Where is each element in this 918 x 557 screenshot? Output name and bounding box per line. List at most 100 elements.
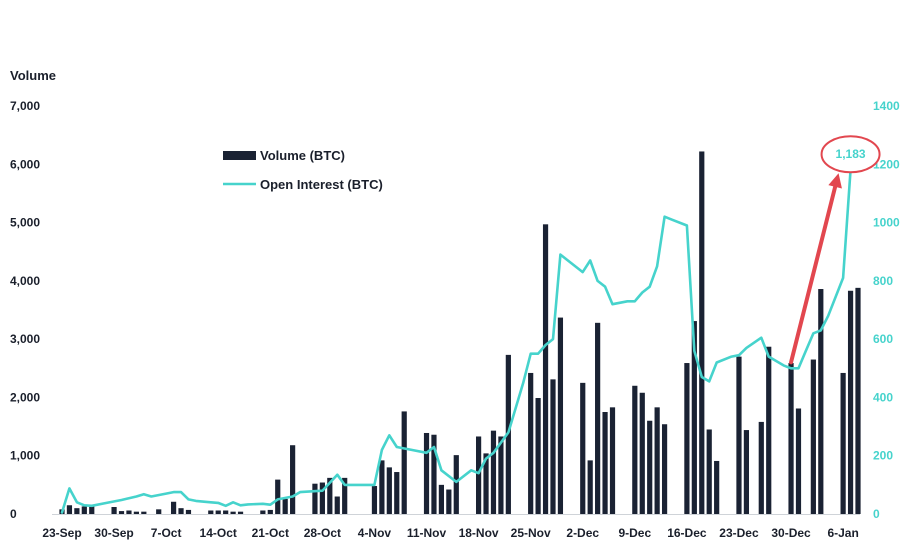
volume-bar xyxy=(319,482,325,514)
legend-volume-label: Volume (BTC) xyxy=(260,148,345,163)
volume-bar xyxy=(282,498,288,514)
volume-bar xyxy=(587,460,593,514)
right-tick-label: 600 xyxy=(873,332,893,346)
x-tick-label: 28-Oct xyxy=(304,526,341,540)
volume-bar xyxy=(133,511,139,514)
volume-bar xyxy=(475,436,482,514)
volume-bar xyxy=(535,398,541,514)
volume-bar xyxy=(267,509,273,514)
x-tick-label: 2-Dec xyxy=(566,526,599,540)
volume-bar xyxy=(691,321,697,514)
left-tick-label: 4,000 xyxy=(10,274,40,288)
volume-bar xyxy=(111,507,117,514)
volume-bar xyxy=(661,424,668,514)
x-tick-label: 14-Oct xyxy=(200,526,237,540)
x-tick-label: 21-Oct xyxy=(252,526,289,540)
left-tick-label: 3,000 xyxy=(10,332,40,346)
volume-bar xyxy=(580,382,586,514)
left-tick-label: 2,000 xyxy=(10,390,40,404)
volume-bar xyxy=(639,392,645,514)
volume-bar xyxy=(156,509,162,514)
volume-bar xyxy=(237,511,244,514)
x-tick-label: 7-Oct xyxy=(151,526,182,540)
left-axis-title: Volume xyxy=(10,68,56,83)
volume-bar xyxy=(542,224,549,514)
volume-bar xyxy=(126,510,132,514)
volume-bar xyxy=(795,408,802,514)
volume-bar xyxy=(185,509,192,514)
volume-bar xyxy=(342,477,348,514)
x-tick-label: 6-Jan xyxy=(827,526,858,540)
volume-bar xyxy=(847,290,854,514)
left-tick-label: 6,000 xyxy=(10,157,40,171)
volume-bar xyxy=(66,505,73,514)
volume-bar xyxy=(81,506,87,514)
x-axis-ticks: 23-Sep 30-Sep 7-Oct 14-Oct 21-Oct 28-Oct 4-Nov… xyxy=(42,526,858,540)
volume-bar xyxy=(423,432,430,514)
trend-arrow xyxy=(789,184,838,365)
left-tick-label: 7,000 xyxy=(10,99,40,113)
volume-bar xyxy=(453,455,459,514)
volume-bar xyxy=(758,421,764,514)
right-tick-label: 200 xyxy=(873,449,893,463)
x-tick-label: 11-Nov xyxy=(407,526,447,540)
volume-bar xyxy=(595,322,601,514)
left-tick-label: 1,000 xyxy=(10,449,40,463)
volume-bar xyxy=(74,508,80,514)
volume-bar xyxy=(371,486,378,514)
left-axis-ticks: 0 1,000 2,000 3,000 4,000 5,000 6,000 7,000 xyxy=(10,99,40,521)
volume-bar xyxy=(706,429,712,514)
volume-bar xyxy=(386,467,392,514)
volume-bar xyxy=(684,363,690,514)
right-tick-label: 1000 xyxy=(873,216,900,230)
volume-bar xyxy=(483,453,489,514)
volume-bar xyxy=(810,359,816,514)
x-tick-label: 16-Dec xyxy=(667,526,707,540)
x-tick-label: 23-Dec xyxy=(719,526,759,540)
volume-bar xyxy=(275,479,281,514)
right-axis-ticks: 0 200 400 600 800 1000 1200 1400 xyxy=(873,99,900,521)
right-tick-label: 1200 xyxy=(873,157,900,171)
volume-bar xyxy=(230,511,236,514)
volume-bar xyxy=(438,484,445,514)
volume-bar xyxy=(736,356,742,514)
x-tick-label: 25-Nov xyxy=(511,526,551,540)
open-interest-line xyxy=(60,167,852,514)
legend-oi-label: Open Interest (BTC) xyxy=(260,177,383,192)
x-tick-label: 18-Nov xyxy=(459,526,499,540)
volume-bar xyxy=(141,511,147,514)
volume-bar xyxy=(840,372,846,514)
legend: Volume (BTC) Open Interest (BTC) xyxy=(223,148,383,192)
x-tick-label: 23-Sep xyxy=(42,526,81,540)
x-tick-label: 9-Dec xyxy=(618,526,651,540)
volume-bar xyxy=(223,510,229,514)
volume-bar xyxy=(446,489,452,514)
x-tick-label: 30-Sep xyxy=(94,526,133,540)
volume-bar xyxy=(743,430,750,514)
volume-bar xyxy=(431,434,437,514)
volume-bar xyxy=(394,472,400,514)
volume-bar xyxy=(647,420,653,514)
volume-bar xyxy=(89,505,95,514)
volume-bar xyxy=(379,460,385,514)
volume-bar xyxy=(855,287,861,514)
callout-label: 1,183 xyxy=(836,147,866,161)
annotation: 1,183 xyxy=(789,135,881,365)
volume-bar xyxy=(312,483,318,514)
volume-bar xyxy=(401,411,407,514)
volume-bar xyxy=(327,477,333,514)
volume-bar xyxy=(766,346,772,514)
right-tick-label: 1400 xyxy=(873,99,900,113)
volume-bar xyxy=(290,445,296,514)
volume-bar xyxy=(118,511,125,514)
right-tick-label: 400 xyxy=(873,390,893,404)
volume-bar xyxy=(490,430,497,514)
volume-bar xyxy=(609,407,616,514)
x-tick-label: 30-Dec xyxy=(771,526,811,540)
right-tick-label: 0 xyxy=(873,507,880,521)
volume-bar xyxy=(528,372,534,514)
volume-bars xyxy=(59,151,861,514)
volume-bar xyxy=(334,496,340,514)
volume-bar xyxy=(714,460,720,514)
